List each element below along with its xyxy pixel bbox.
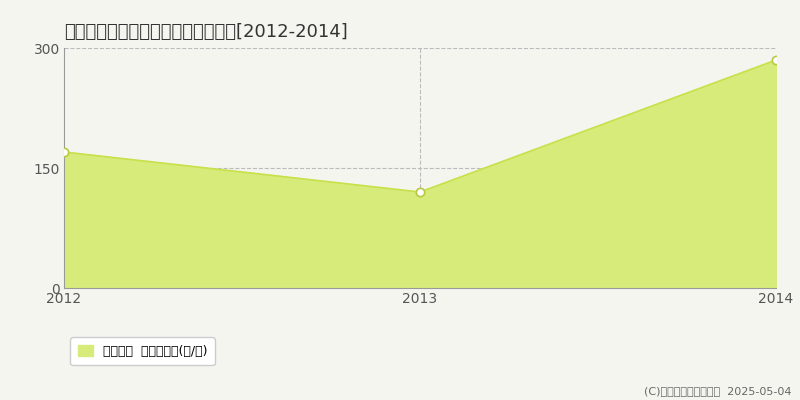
Point [770,57,782,63]
Point [58,149,70,155]
Text: (C)土地価格ドットコム  2025-05-04: (C)土地価格ドットコム 2025-05-04 [645,386,792,396]
Point [414,189,426,195]
Legend: 林地価格  平均坪単価(円/坪): 林地価格 平均坪単価(円/坪) [70,338,214,366]
Text: 鹿足郡津和野町部栄　林地価格推移[2012-2014]: 鹿足郡津和野町部栄 林地価格推移[2012-2014] [64,23,348,41]
